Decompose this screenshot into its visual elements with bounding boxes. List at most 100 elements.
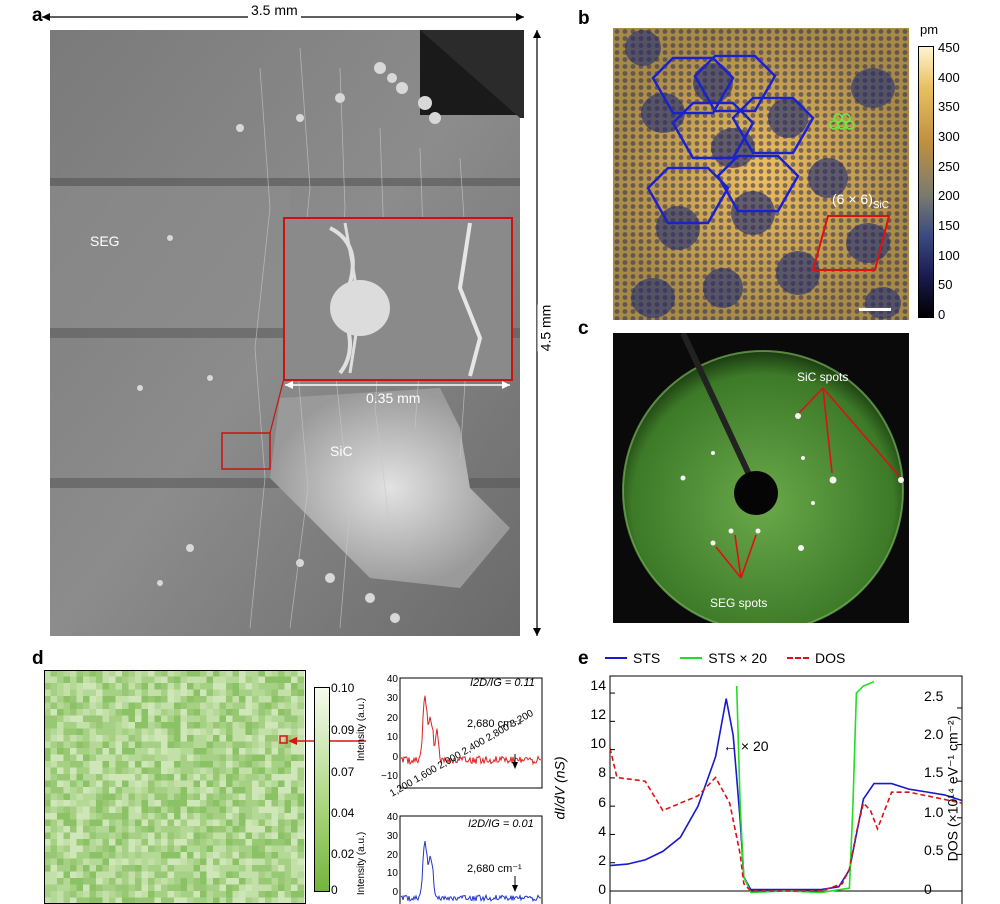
map-cell <box>297 891 305 898</box>
map-cell <box>252 813 259 820</box>
map-cell <box>239 748 246 755</box>
map-cell <box>245 754 253 762</box>
map-cell <box>200 767 207 775</box>
map-cell <box>154 735 162 742</box>
map-cell <box>44 670 51 677</box>
map-cell <box>206 774 214 781</box>
map-cell <box>141 735 149 742</box>
map-cell <box>284 819 292 827</box>
map-cell <box>245 670 253 677</box>
map-cell <box>50 702 58 710</box>
map-cell <box>258 852 266 859</box>
map-cell <box>232 722 240 729</box>
map-cell <box>44 800 51 807</box>
map-cell <box>161 819 168 827</box>
map-cell <box>245 683 253 690</box>
legend-label-sts: STS <box>633 650 661 666</box>
map-cell <box>213 689 220 697</box>
map-cell <box>50 878 58 885</box>
map-cell <box>258 696 266 703</box>
map-cell <box>200 728 207 736</box>
map-cell <box>102 832 110 840</box>
map-cell <box>167 696 175 703</box>
map-cell <box>122 787 129 794</box>
d-top-ytick: 40 <box>386 674 398 685</box>
map-cell <box>245 787 253 794</box>
annotation-text: × 20 <box>740 738 769 754</box>
map-cell <box>206 696 214 703</box>
map-cell <box>154 839 162 846</box>
map-cell <box>200 897 207 904</box>
map-cell <box>109 787 116 794</box>
map-cell <box>115 826 123 833</box>
map-cell <box>154 806 162 814</box>
map-cell <box>252 845 259 853</box>
map-cell <box>219 761 227 768</box>
map-cell <box>291 800 298 807</box>
map-cell <box>83 702 90 710</box>
map-cell <box>284 826 292 833</box>
map-cell <box>278 891 285 898</box>
map-cell <box>180 754 188 762</box>
map-cell <box>115 780 123 788</box>
map-cell <box>154 696 162 703</box>
map-cell <box>278 787 285 794</box>
map-cell <box>96 748 103 755</box>
map-cell <box>239 780 246 788</box>
map-cell <box>297 754 305 762</box>
map-cell <box>174 800 181 807</box>
map-cell <box>96 826 103 833</box>
map-cell <box>128 832 136 840</box>
map-cell <box>96 741 103 749</box>
map-cell <box>187 748 194 755</box>
map-cell <box>122 748 129 755</box>
map-cell <box>291 683 298 690</box>
map-cell <box>122 852 129 859</box>
map-cell <box>258 813 266 820</box>
map-cell <box>161 832 168 840</box>
map-cell <box>258 806 266 814</box>
map-cell <box>44 891 51 898</box>
map-cell <box>252 780 259 788</box>
map-cell <box>200 787 207 794</box>
map-cell <box>232 728 240 736</box>
map-cell <box>148 689 155 697</box>
map-cell <box>174 891 181 898</box>
map-cell <box>284 871 292 879</box>
map-cell <box>258 715 266 723</box>
map-cell <box>206 780 214 788</box>
map-cell <box>200 683 207 690</box>
map-cell <box>174 754 181 762</box>
map-cell <box>122 767 129 775</box>
map-cell <box>180 728 188 736</box>
e-yl-tick: 0 <box>598 881 606 897</box>
map-cell <box>193 845 201 853</box>
map-cell <box>96 793 103 801</box>
map-cell <box>50 787 58 794</box>
map-cell <box>187 852 194 859</box>
map-cell <box>245 891 253 898</box>
map-cell <box>109 793 116 801</box>
map-cell <box>44 683 51 690</box>
map-cell <box>213 741 220 749</box>
panel-c-leed-image <box>613 333 909 623</box>
map-cell <box>278 728 285 736</box>
map-cell <box>167 787 175 794</box>
map-cell <box>148 852 155 859</box>
map-cell <box>213 754 220 762</box>
map-cell <box>265 871 272 879</box>
map-cell <box>57 826 64 833</box>
map-cell <box>239 806 246 814</box>
map-cell <box>245 852 253 859</box>
map-cell <box>219 689 227 697</box>
map-cell <box>278 741 285 749</box>
map-cell <box>122 865 129 872</box>
panel-d-raman-map <box>44 670 306 904</box>
map-cell <box>96 728 103 736</box>
map-cell <box>161 871 168 879</box>
map-cell <box>284 702 292 710</box>
map-cell <box>109 754 116 762</box>
map-cell <box>239 793 246 801</box>
map-cell <box>63 865 71 872</box>
map-cell <box>167 670 175 677</box>
